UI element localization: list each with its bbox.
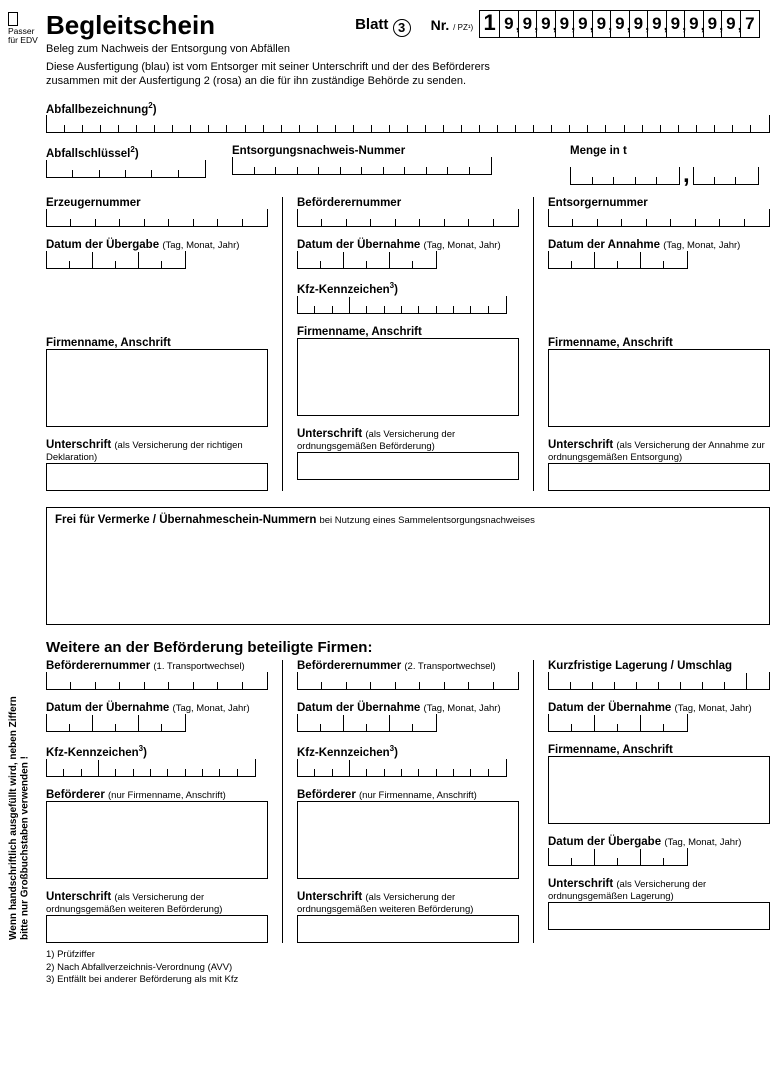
datum-uebernahme-tw1-field[interactable] [46, 714, 186, 732]
abfallschluessel-field[interactable] [46, 160, 206, 178]
erzeugernummer-field[interactable] [46, 209, 268, 227]
menge-dec-field[interactable] [693, 167, 759, 185]
firma-entsorger-label: Firmenname, Anschrift [548, 337, 770, 349]
unterschrift-lager-label: Unterschrift (als Versicherung der ordnu… [548, 878, 770, 902]
unterschrift-erzeuger-field[interactable] [46, 463, 268, 491]
footnotes: 1) Prüfziffer 2) Nach Abfallverzeichnis-… [46, 949, 770, 986]
edv-passer-marker: Passer für EDV [8, 12, 40, 46]
menge-label: Menge in t [570, 145, 770, 157]
firma-erzeuger-box[interactable] [46, 349, 268, 427]
form-number-boxes[interactable]: 19,9,9,9,9,9,9,9,9,9,9,9,9,7 [479, 10, 760, 38]
datum-uebergabe-label: Datum der Übergabe (Tag, Monat, Jahr) [46, 239, 268, 251]
unterschrift-lager-field[interactable] [548, 902, 770, 930]
befnr-tw2-field[interactable] [297, 672, 519, 690]
firma-lager-label: Firmenname, Anschrift [548, 744, 770, 756]
kfz-tw1-label: Kfz-Kennzeichen3) [46, 744, 268, 759]
datum-uebergabe-field[interactable] [46, 251, 186, 269]
befoerderernummer-field[interactable] [297, 209, 519, 227]
befnr-tw1-field[interactable] [46, 672, 268, 690]
entsorgernummer-label: Entsorgernummer [548, 197, 770, 209]
firma-befoerderer-label: Firmenname, Anschrift [297, 326, 519, 338]
abfallbezeichnung-field[interactable] [46, 115, 770, 133]
abfallschluessel-label: Abfallschlüssel2) [46, 145, 206, 160]
datum-annahme-label: Datum der Annahme (Tag, Monat, Jahr) [548, 239, 770, 251]
befoerderer-tw1-box[interactable] [46, 801, 268, 879]
unterschrift-tw1-field[interactable] [46, 915, 268, 943]
abfallbezeichnung-label: Abfallbezeichnung2) [46, 101, 770, 116]
datum-annahme-field[interactable] [548, 251, 688, 269]
befoerderer-tw2-box[interactable] [297, 801, 519, 879]
kfz-tw2-label: Kfz-Kennzeichen3) [297, 744, 519, 759]
instructions: Diese Ausfertigung (blau) ist vom Entsor… [46, 61, 506, 89]
datum-uebernahme-lager-label: Datum der Übernahme (Tag, Monat, Jahr) [548, 702, 770, 714]
befoerderernummer-label: Beförderernummer [297, 197, 519, 209]
unterschrift-erzeuger-label: Unterschrift (als Versicherung der richt… [46, 439, 268, 463]
firma-erzeuger-label: Firmenname, Anschrift [46, 337, 268, 349]
menge-comma: , [680, 161, 693, 189]
weitere-firmen-heading: Weitere an der Beförderung beteiligte Fi… [46, 639, 770, 656]
firma-entsorger-box[interactable] [548, 349, 770, 427]
datum-uebernahme-lager-field[interactable] [548, 714, 688, 732]
befnr-tw1-label: Beförderernummer (1. Transportwechsel) [46, 660, 268, 672]
kfz-field[interactable] [297, 296, 507, 314]
entsorgernummer-field[interactable] [548, 209, 770, 227]
kfz-tw2-field[interactable] [297, 759, 507, 777]
unterschrift-befoerderer-label: Unterschrift (als Versicherung der ordnu… [297, 428, 519, 452]
kurzlager-label: Kurzfristige Lagerung / Umschlag [548, 660, 770, 672]
datum-uebergabe-lager-label: Datum der Übergabe (Tag, Monat, Jahr) [548, 836, 770, 848]
blatt-number: 3 [393, 19, 411, 37]
unterschrift-tw1-label: Unterschrift (als Versicherung der ordnu… [46, 891, 268, 915]
unterschrift-befoerderer-field[interactable] [297, 452, 519, 480]
kfz-label: Kfz-Kennzeichen3) [297, 281, 519, 296]
kfz-tw1-field[interactable] [46, 759, 256, 777]
entsorgungsnachweis-label: Entsorgungsnachweis-Nummer [232, 145, 492, 157]
datum-uebernahme-tw1-label: Datum der Übernahme (Tag, Monat, Jahr) [46, 702, 268, 714]
erzeugernummer-label: Erzeugernummer [46, 197, 268, 209]
datum-uebernahme-field[interactable] [297, 251, 437, 269]
kurzlager-field[interactable] [548, 672, 770, 690]
datum-uebernahme-tw2-field[interactable] [297, 714, 437, 732]
unterschrift-entsorger-label: Unterschrift (als Versicherung der Annah… [548, 439, 770, 463]
unterschrift-tw2-field[interactable] [297, 915, 519, 943]
entsorgungsnachweis-field[interactable] [232, 157, 492, 175]
form-title: Begleitschein [46, 10, 215, 41]
handwriting-note: Wenn handschriftlich ausgefüllt wird, ne… [8, 690, 34, 940]
nr-label: Nr. / PZ¹) [431, 17, 474, 33]
datum-uebernahme-tw2-label: Datum der Übernahme (Tag, Monat, Jahr) [297, 702, 519, 714]
unterschrift-tw2-label: Unterschrift (als Versicherung der ordnu… [297, 891, 519, 915]
menge-int-field[interactable] [570, 167, 680, 185]
subtitle: Beleg zum Nachweis der Entsorgung von Ab… [46, 43, 770, 55]
befoerderer-tw2-label: Beförderer (nur Firmenname, Anschrift) [297, 789, 519, 801]
unterschrift-entsorger-field[interactable] [548, 463, 770, 491]
blatt-label: Blatt 3 [355, 16, 411, 37]
befnr-tw2-label: Beförderernummer (2. Transportwechsel) [297, 660, 519, 672]
datum-uebernahme-label: Datum der Übernahme (Tag, Monat, Jahr) [297, 239, 519, 251]
datum-uebergabe-lager-field[interactable] [548, 848, 688, 866]
befoerderer-tw1-label: Beförderer (nur Firmenname, Anschrift) [46, 789, 268, 801]
firma-befoerderer-box[interactable] [297, 338, 519, 416]
firma-lager-box[interactable] [548, 756, 770, 824]
vermerke-box[interactable]: Frei für Vermerke / Übernahmeschein-Numm… [46, 507, 770, 625]
